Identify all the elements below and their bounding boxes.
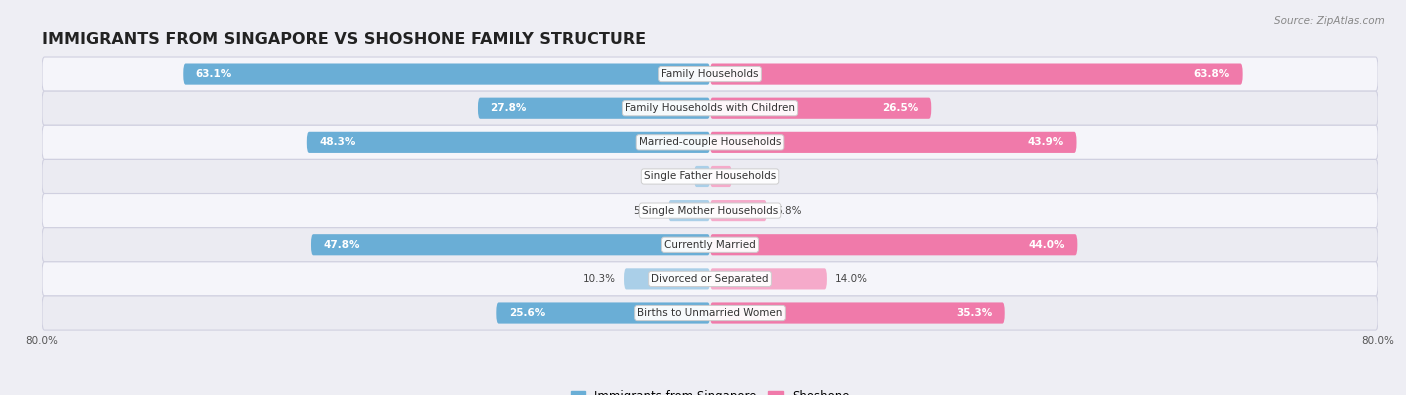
Text: IMMIGRANTS FROM SINGAPORE VS SHOSHONE FAMILY STRUCTURE: IMMIGRANTS FROM SINGAPORE VS SHOSHONE FA… [42, 32, 647, 47]
Text: 27.8%: 27.8% [491, 103, 527, 113]
Text: Married-couple Households: Married-couple Households [638, 137, 782, 147]
Text: 10.3%: 10.3% [582, 274, 616, 284]
Text: 35.3%: 35.3% [956, 308, 993, 318]
FancyBboxPatch shape [710, 303, 1005, 324]
Text: 5.0%: 5.0% [634, 206, 659, 216]
FancyBboxPatch shape [695, 166, 710, 187]
Text: 43.9%: 43.9% [1028, 137, 1064, 147]
Text: 44.0%: 44.0% [1028, 240, 1064, 250]
Text: 47.8%: 47.8% [323, 240, 360, 250]
FancyBboxPatch shape [42, 262, 1378, 296]
Text: Single Mother Households: Single Mother Households [643, 206, 778, 216]
FancyBboxPatch shape [42, 125, 1378, 160]
Text: 63.1%: 63.1% [195, 69, 232, 79]
FancyBboxPatch shape [710, 200, 766, 221]
FancyBboxPatch shape [42, 296, 1378, 330]
FancyBboxPatch shape [710, 132, 1077, 153]
Text: 6.8%: 6.8% [775, 206, 801, 216]
Text: 63.8%: 63.8% [1194, 69, 1230, 79]
Text: Single Father Households: Single Father Households [644, 171, 776, 181]
FancyBboxPatch shape [710, 98, 931, 119]
FancyBboxPatch shape [624, 268, 710, 290]
FancyBboxPatch shape [668, 200, 710, 221]
FancyBboxPatch shape [183, 64, 710, 85]
FancyBboxPatch shape [710, 166, 731, 187]
Text: Currently Married: Currently Married [664, 240, 756, 250]
Legend: Immigrants from Singapore, Shoshone: Immigrants from Singapore, Shoshone [571, 390, 849, 395]
Text: 26.5%: 26.5% [883, 103, 918, 113]
FancyBboxPatch shape [42, 57, 1378, 91]
Text: Divorced or Separated: Divorced or Separated [651, 274, 769, 284]
Text: Family Households with Children: Family Households with Children [626, 103, 794, 113]
FancyBboxPatch shape [42, 228, 1378, 262]
Text: 1.9%: 1.9% [659, 171, 686, 181]
Text: Births to Unmarried Women: Births to Unmarried Women [637, 308, 783, 318]
Text: 14.0%: 14.0% [835, 274, 869, 284]
Text: Family Households: Family Households [661, 69, 759, 79]
FancyBboxPatch shape [710, 64, 1243, 85]
FancyBboxPatch shape [42, 194, 1378, 228]
FancyBboxPatch shape [311, 234, 710, 255]
FancyBboxPatch shape [42, 160, 1378, 194]
FancyBboxPatch shape [710, 234, 1077, 255]
FancyBboxPatch shape [710, 268, 827, 290]
Text: Source: ZipAtlas.com: Source: ZipAtlas.com [1274, 16, 1385, 26]
Text: 48.3%: 48.3% [319, 137, 356, 147]
Text: 25.6%: 25.6% [509, 308, 546, 318]
FancyBboxPatch shape [496, 303, 710, 324]
Text: 2.6%: 2.6% [740, 171, 766, 181]
FancyBboxPatch shape [42, 91, 1378, 125]
FancyBboxPatch shape [307, 132, 710, 153]
FancyBboxPatch shape [478, 98, 710, 119]
